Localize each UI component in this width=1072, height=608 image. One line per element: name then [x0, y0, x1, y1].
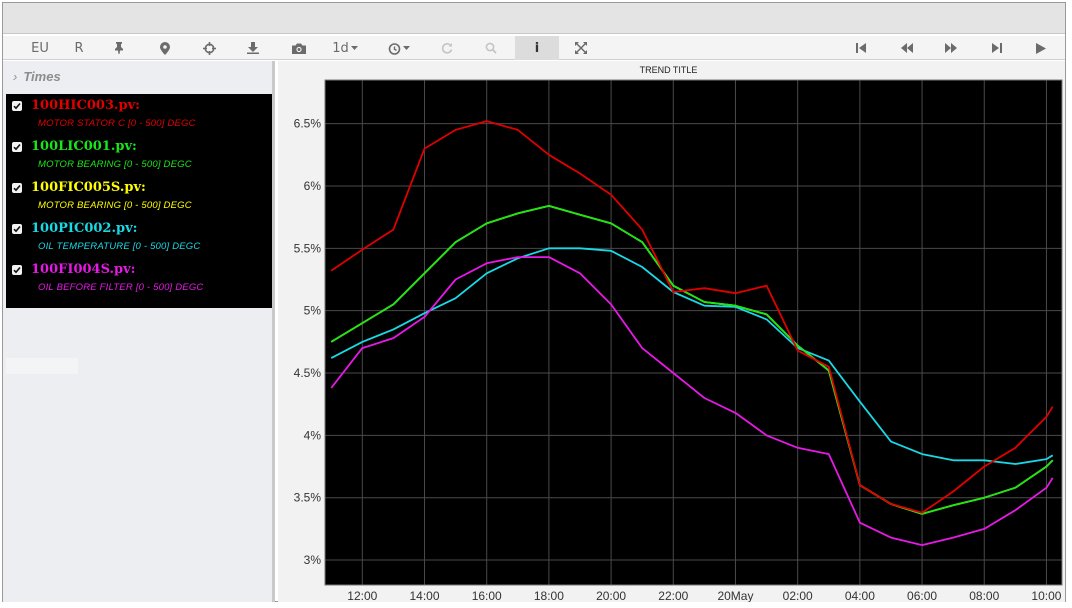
times-section-toggle[interactable]: › Times [13, 69, 61, 84]
play-icon[interactable] [1031, 36, 1051, 60]
r-button[interactable]: R [74, 40, 84, 56]
camera-icon[interactable] [289, 36, 309, 60]
y-tick-label: 3.5% [294, 491, 322, 505]
y-tick-label: 4.5% [294, 366, 322, 380]
y-tick-label: 5.5% [294, 241, 322, 255]
times-label: Times [23, 69, 61, 84]
series-description: MOTOR BEARING [0 - 500] DEGC [38, 159, 192, 170]
y-tick-label: 3% [304, 553, 322, 567]
x-tick-label: 16:00 [472, 589, 502, 602]
trend-chart-panel: TREND TITLE 3% 3.5% 4% 4.5% 5% 5.5% 6% 6.5% 12:00… [278, 61, 1065, 602]
trend-window: EU R 1d i [2, 2, 1066, 602]
series-tag: 100LIC001.pv: [31, 139, 137, 154]
toolbar: EU R 1d i [3, 36, 1065, 60]
series-tag: 100PIC002.pv: [31, 221, 138, 236]
series-description: OIL TEMPERATURE [0 - 500] DEGC [38, 241, 201, 252]
x-tick-label: 06:00 [907, 589, 937, 602]
y-tick-label: 6% [304, 179, 322, 193]
chevron-right-icon: › [13, 69, 18, 84]
window-titlebar [3, 3, 1065, 34]
time-settings-dropdown[interactable] [385, 36, 413, 60]
x-tick-label: 14:00 [409, 589, 439, 602]
series-checkbox[interactable] [12, 224, 22, 234]
series-checkbox[interactable] [12, 183, 22, 193]
y-tick-label: 6.5% [294, 117, 322, 131]
x-tick-label: 10:00 [1031, 589, 1061, 602]
series-tag: 100HIC003.pv: [31, 98, 140, 113]
pin-icon[interactable] [109, 36, 129, 60]
x-tick-label: 02:00 [783, 589, 813, 602]
download-icon[interactable] [243, 36, 263, 60]
sidebar-spacer [6, 358, 78, 374]
x-tick-label: 20May [717, 589, 753, 602]
series-tag: 100FI004S.pv: [31, 262, 136, 277]
x-tick-label: 20:00 [596, 589, 626, 602]
time-range-label: 1d [332, 40, 349, 56]
sidebar: › Times 100HIC003.pv: MOTOR STATOR C [0 -… [3, 61, 275, 602]
fast-forward-icon[interactable] [941, 36, 961, 60]
series-description: OIL BEFORE FILTER [0 - 500] DEGC [38, 282, 204, 293]
crosshair-icon[interactable] [199, 36, 219, 60]
legend-item[interactable]: 100HIC003.pv: MOTOR STATOR C [0 - 500] D… [6, 94, 272, 136]
x-tick-label: 18:00 [534, 589, 564, 602]
series-checkbox[interactable] [12, 142, 22, 152]
expand-icon[interactable] [571, 36, 591, 60]
legend-item[interactable]: 100FIC005S.pv: MOTOR BEARING [0 - 500] D… [6, 176, 272, 218]
x-tick-label: 04:00 [845, 589, 875, 602]
series-line-100pic002-pv [330, 247, 1054, 465]
plot-area [325, 80, 1062, 585]
x-tick-label: 22:00 [658, 589, 688, 602]
series-tag: 100FIC005S.pv: [31, 180, 146, 195]
legend-item[interactable]: 100PIC002.pv: OIL TEMPERATURE [0 - 500] … [6, 217, 272, 259]
series-checkbox[interactable] [12, 265, 22, 275]
info-button[interactable]: i [515, 36, 559, 60]
rewind-icon[interactable] [897, 36, 917, 60]
eu-button[interactable]: EU [31, 40, 49, 56]
x-tick-label: 12:00 [347, 589, 377, 602]
y-tick-label: 5% [304, 304, 322, 318]
time-range-dropdown[interactable]: 1d [331, 36, 359, 60]
skip-to-start-icon[interactable] [851, 36, 871, 60]
series-legend: 100HIC003.pv: MOTOR STATOR C [0 - 500] D… [6, 94, 272, 308]
series-line-100hic003-pv [330, 120, 1054, 514]
plot-border [324, 79, 1063, 586]
y-tick-label: 4% [304, 428, 322, 442]
series-checkbox[interactable] [12, 101, 22, 111]
search-icon[interactable] [481, 36, 501, 60]
series-description: MOTOR STATOR C [0 - 500] DEGC [38, 118, 196, 129]
refresh-icon[interactable] [437, 36, 457, 60]
series-description: MOTOR BEARING [0 - 500] DEGC [38, 200, 192, 211]
series-line-100lic001-pv [330, 204, 1054, 515]
chart-title: TREND TITLE [640, 65, 698, 75]
legend-item[interactable]: 100LIC001.pv: MOTOR BEARING [0 - 500] DE… [6, 135, 272, 177]
x-tick-label: 08:00 [969, 589, 999, 602]
skip-to-end-icon[interactable] [987, 36, 1007, 60]
series-line-100fi004s-pv [330, 256, 1054, 547]
legend-item[interactable]: 100FI004S.pv: OIL BEFORE FILTER [0 - 500… [6, 258, 272, 300]
map-marker-icon[interactable] [155, 36, 175, 60]
trend-chart[interactable]: TREND TITLE 3% 3.5% 4% 4.5% 5% 5.5% 6% 6.5% 12:00… [278, 61, 1065, 602]
